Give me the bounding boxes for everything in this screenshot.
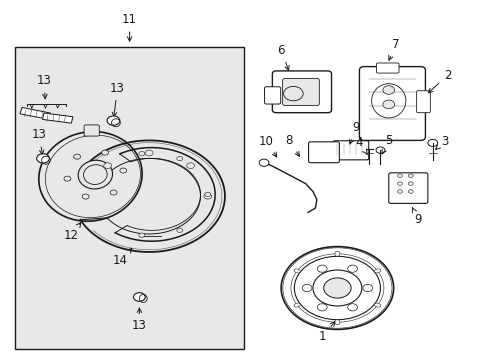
Bar bbox=[15, 47, 244, 349]
Bar bbox=[42, 113, 73, 123]
Circle shape bbox=[317, 304, 326, 311]
Circle shape bbox=[382, 100, 394, 109]
Ellipse shape bbox=[293, 269, 300, 273]
Text: 9: 9 bbox=[411, 208, 421, 226]
Circle shape bbox=[317, 265, 326, 272]
Circle shape bbox=[186, 163, 194, 168]
Circle shape bbox=[397, 182, 402, 185]
Circle shape bbox=[407, 174, 412, 177]
Text: 3: 3 bbox=[435, 135, 448, 149]
Text: 9: 9 bbox=[348, 121, 359, 144]
Ellipse shape bbox=[334, 251, 339, 256]
FancyBboxPatch shape bbox=[264, 87, 280, 104]
FancyBboxPatch shape bbox=[332, 141, 368, 160]
Bar bbox=[20, 108, 50, 119]
Circle shape bbox=[139, 152, 144, 156]
Circle shape bbox=[323, 278, 350, 298]
Circle shape bbox=[204, 192, 210, 197]
Circle shape bbox=[103, 163, 111, 168]
Ellipse shape bbox=[374, 269, 380, 273]
Circle shape bbox=[64, 176, 71, 181]
FancyBboxPatch shape bbox=[376, 63, 398, 73]
Ellipse shape bbox=[78, 160, 112, 189]
Text: 12: 12 bbox=[63, 223, 81, 242]
Text: 2: 2 bbox=[427, 69, 450, 93]
Circle shape bbox=[107, 116, 120, 125]
Text: 10: 10 bbox=[259, 135, 276, 157]
Circle shape bbox=[82, 194, 89, 199]
FancyBboxPatch shape bbox=[272, 71, 331, 113]
Text: 6: 6 bbox=[277, 44, 288, 70]
Circle shape bbox=[145, 150, 153, 156]
Circle shape bbox=[259, 159, 268, 166]
Ellipse shape bbox=[293, 303, 300, 307]
Ellipse shape bbox=[334, 320, 339, 325]
Circle shape bbox=[139, 233, 144, 237]
Circle shape bbox=[362, 284, 372, 292]
Circle shape bbox=[382, 86, 394, 94]
Text: 11: 11 bbox=[122, 13, 137, 41]
Text: 5: 5 bbox=[381, 134, 392, 154]
FancyBboxPatch shape bbox=[308, 142, 339, 163]
Text: 7: 7 bbox=[388, 38, 399, 60]
FancyBboxPatch shape bbox=[416, 91, 429, 113]
Text: 13: 13 bbox=[32, 129, 46, 154]
Circle shape bbox=[397, 174, 402, 177]
Text: 13: 13 bbox=[132, 308, 146, 332]
Text: 1: 1 bbox=[318, 321, 334, 343]
Circle shape bbox=[177, 228, 183, 233]
Circle shape bbox=[177, 156, 183, 161]
Circle shape bbox=[37, 154, 49, 163]
Circle shape bbox=[74, 154, 81, 159]
Circle shape bbox=[347, 265, 357, 272]
Text: 4: 4 bbox=[355, 136, 366, 154]
Text: 13: 13 bbox=[37, 75, 51, 99]
Circle shape bbox=[407, 182, 412, 185]
Text: 14: 14 bbox=[112, 248, 132, 267]
Circle shape bbox=[120, 168, 126, 173]
Circle shape bbox=[102, 150, 108, 155]
FancyBboxPatch shape bbox=[388, 173, 427, 203]
Text: 8: 8 bbox=[284, 134, 299, 156]
Circle shape bbox=[347, 304, 357, 311]
Circle shape bbox=[407, 190, 412, 193]
Ellipse shape bbox=[374, 303, 380, 307]
Circle shape bbox=[397, 190, 402, 193]
Circle shape bbox=[312, 270, 361, 306]
Circle shape bbox=[302, 284, 311, 292]
Circle shape bbox=[133, 293, 145, 301]
FancyBboxPatch shape bbox=[84, 125, 99, 136]
FancyBboxPatch shape bbox=[282, 78, 319, 105]
Circle shape bbox=[203, 193, 211, 199]
Text: 13: 13 bbox=[110, 82, 124, 117]
Circle shape bbox=[110, 190, 117, 195]
FancyBboxPatch shape bbox=[359, 67, 425, 140]
